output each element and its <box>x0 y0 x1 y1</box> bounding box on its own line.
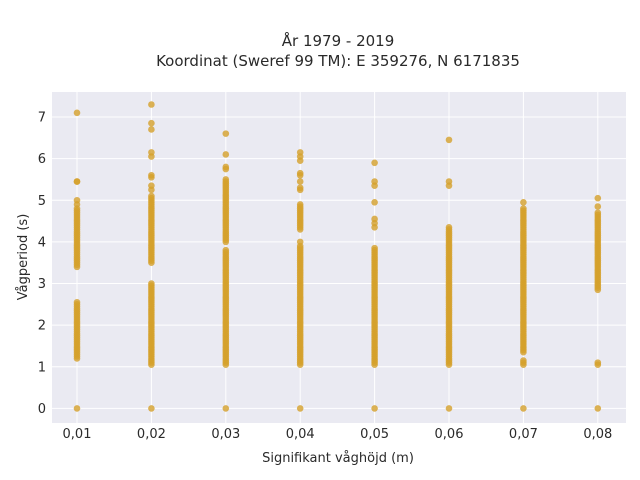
data-point <box>148 192 155 200</box>
data-point <box>296 405 304 412</box>
data-point <box>371 178 378 185</box>
data-point <box>520 199 527 206</box>
x-tick-label: 0,01 <box>63 427 92 442</box>
x-tick-labels: 0,01 0,02 0,03 0,04 0,05 0,06 0,07 0,08 <box>63 427 613 442</box>
data-point <box>371 199 378 206</box>
data-point <box>222 163 230 171</box>
data-point <box>148 171 155 179</box>
data-point <box>148 280 155 287</box>
data-point <box>73 405 81 412</box>
data-point <box>148 405 155 412</box>
data-point <box>520 405 527 412</box>
data-point <box>296 201 304 208</box>
data-point <box>371 405 378 412</box>
data-point <box>594 209 602 217</box>
data-point <box>371 215 378 223</box>
x-axis-label: Signifikant våghöjd (m) <box>262 451 414 466</box>
data-point <box>594 194 602 202</box>
data-point <box>296 149 304 156</box>
data-point <box>222 151 230 158</box>
chart-title-line2: Koordinat (Sweref 99 TM): E 359276, N 61… <box>156 52 520 70</box>
data-point <box>445 405 453 412</box>
x-tick-label: 0,07 <box>509 427 538 442</box>
data-point <box>148 182 155 189</box>
data-point <box>520 357 527 364</box>
x-tick-label: 0,02 <box>137 427 166 442</box>
plot-area <box>52 92 626 423</box>
x-tick-label: 0,03 <box>211 427 240 442</box>
data-point <box>594 405 602 412</box>
data-point <box>73 178 81 185</box>
data-point <box>148 126 155 133</box>
data-point <box>594 359 602 366</box>
data-point <box>296 184 304 192</box>
y-tick-label: 7 <box>38 110 46 125</box>
data-point <box>594 203 602 210</box>
data-point <box>296 178 304 185</box>
data-point <box>371 159 378 167</box>
y-axis-label: Vågperiod (s) <box>16 214 31 301</box>
y-tick-label: 2 <box>38 319 46 334</box>
data-points <box>73 101 602 412</box>
data-point <box>445 178 453 185</box>
data-point <box>73 196 81 204</box>
chart-title-line1: År 1979 - 2019 <box>282 31 395 50</box>
data-point <box>445 136 453 144</box>
y-tick-labels: 0 1 2 3 4 5 6 7 <box>38 110 46 416</box>
data-point <box>73 298 81 306</box>
data-point <box>222 130 230 137</box>
y-tick-label: 3 <box>38 277 46 292</box>
y-tick-label: 4 <box>38 235 46 250</box>
y-tick-label: 1 <box>38 360 46 375</box>
data-point <box>222 176 230 183</box>
x-tick-label: 0,08 <box>583 427 612 442</box>
data-point <box>148 119 155 127</box>
y-tick-label: 0 <box>38 402 46 417</box>
data-point <box>222 246 230 254</box>
data-point <box>296 169 304 177</box>
data-point <box>296 238 304 246</box>
data-point <box>148 149 155 156</box>
x-tick-label: 0,04 <box>286 427 315 442</box>
y-tick-label: 6 <box>38 152 46 167</box>
x-tick-label: 0,06 <box>435 427 464 442</box>
data-point <box>73 109 81 117</box>
data-point <box>520 205 527 212</box>
y-tick-label: 5 <box>38 194 46 209</box>
data-point <box>222 405 230 412</box>
data-point <box>148 101 155 108</box>
data-point <box>445 224 453 231</box>
data-point <box>371 244 378 252</box>
x-tick-label: 0,05 <box>360 427 389 442</box>
